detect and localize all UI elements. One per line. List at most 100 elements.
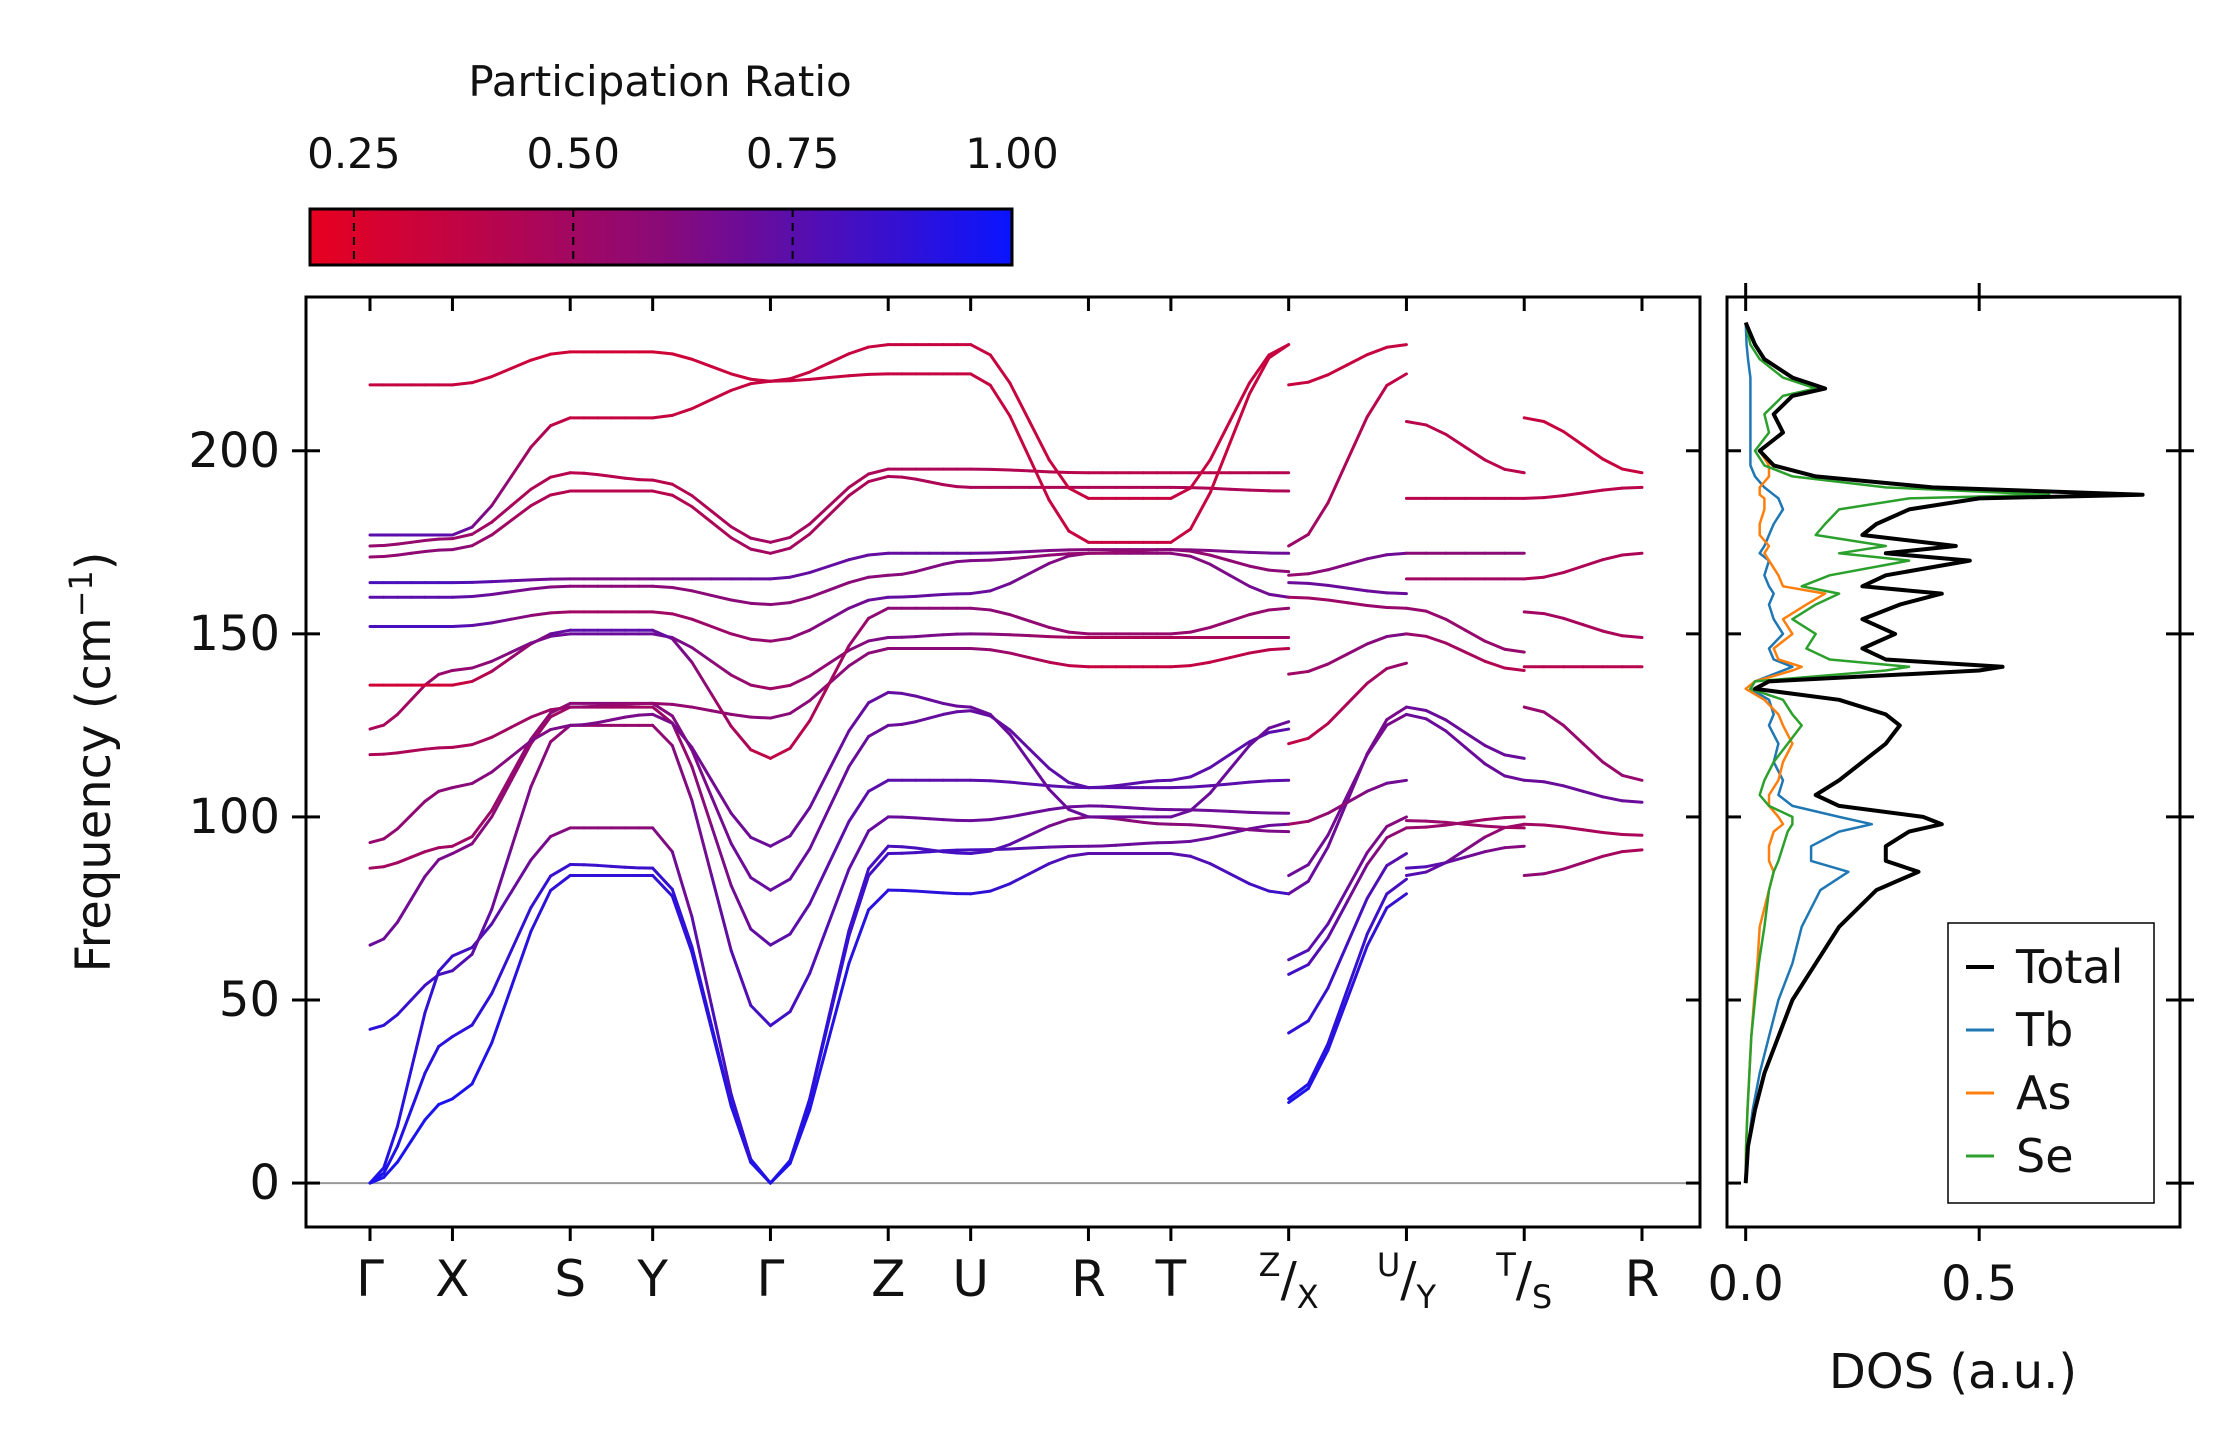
band-optic-11 [368, 474, 1291, 559]
band-segment [395, 540, 413, 546]
band-segment [1581, 789, 1605, 799]
band-segment [1483, 458, 1507, 471]
band-segment [1306, 811, 1330, 823]
band-segment [1463, 745, 1487, 766]
band-segment [808, 681, 831, 703]
band-segment [788, 532, 812, 550]
band-segment [1287, 963, 1310, 976]
band-segment [1561, 491, 1585, 498]
band-segment [509, 642, 533, 660]
band-segment [847, 908, 871, 965]
dos-x-tick-label: 0.0 [1708, 1256, 1784, 1312]
band-segment [437, 969, 454, 977]
band-segment [900, 570, 918, 576]
band-segment [651, 723, 674, 747]
band-ys-2 [1404, 844, 1526, 870]
band-segment [988, 632, 1012, 637]
y-tick-label: 100 [188, 789, 280, 845]
band-segment [1365, 723, 1389, 757]
band-xy-12 [1287, 581, 1408, 596]
band-segment [1385, 372, 1408, 387]
band-segment [847, 372, 871, 378]
k-point-label-sub: Y [1415, 1278, 1436, 1316]
band-segment [1306, 986, 1330, 1023]
band-segment [1047, 548, 1071, 553]
k-point-label: T/S [1495, 1246, 1552, 1316]
band-segment [549, 416, 572, 428]
band-segment [423, 746, 441, 751]
band-segment [1028, 553, 1051, 559]
band-segment [1561, 564, 1585, 575]
band-segment [670, 612, 694, 621]
band-segment [1326, 886, 1350, 926]
band-segment [1247, 353, 1271, 385]
band-segment [729, 884, 753, 931]
colorbar-ticks: 0.25 0.50 0.75 1.00 [307, 129, 1059, 265]
colorbar-tick-label: 0.25 [307, 129, 401, 178]
dos-legend-label: As [2016, 1066, 2071, 1120]
band-segment [549, 471, 572, 479]
y-axis-label: Frequency (cm−1) [62, 551, 122, 972]
band-segment [1542, 420, 1565, 434]
band-segment [941, 710, 959, 716]
band-segment [808, 361, 831, 374]
band-segment [729, 673, 753, 687]
band-segment [1287, 581, 1310, 585]
band-segment [423, 1102, 441, 1122]
band-segment [1028, 760, 1051, 791]
dos-series-total [1743, 321, 2145, 1184]
band-segment [1503, 753, 1526, 760]
band-segment [409, 549, 427, 555]
band-segment [490, 755, 513, 774]
band-optic-8 [368, 551, 1291, 643]
band-segment [651, 350, 674, 356]
band-xy-5 [1287, 815, 1408, 962]
band-segment [900, 888, 918, 893]
band-segment [1047, 784, 1071, 789]
band-segment [1100, 784, 1118, 789]
band-segment [509, 742, 533, 782]
band-segment [423, 858, 441, 878]
band-xy-10 [1287, 632, 1408, 676]
band-segment [1028, 656, 1051, 664]
band-segment [1463, 650, 1487, 663]
band-segment [1067, 780, 1090, 790]
band-segment [651, 584, 674, 589]
band-segment [450, 595, 474, 599]
band-segment [827, 819, 851, 865]
band-segment [1326, 800, 1350, 815]
band-segment [1287, 572, 1310, 577]
band-segment [914, 846, 931, 852]
band-xy-1 [1287, 892, 1408, 1105]
k-point-label: Z [871, 1250, 905, 1308]
band-segment [1047, 554, 1071, 565]
band-segment [1047, 766, 1071, 784]
band-segment [1444, 641, 1467, 654]
band-xy-9 [1287, 661, 1408, 746]
band-segment [768, 1010, 792, 1028]
band-segment [1141, 820, 1159, 826]
band-segment [1008, 872, 1032, 886]
band-segment [1620, 467, 1644, 475]
band-segment [409, 1071, 427, 1112]
band-segment [1404, 865, 1428, 870]
band-segment [1483, 846, 1507, 854]
band-segment [788, 719, 812, 750]
band-segment [1385, 632, 1408, 639]
band-segment [490, 617, 513, 625]
band-segment [1444, 432, 1467, 449]
band-segment [470, 375, 494, 385]
band-segment [1247, 648, 1271, 655]
band-segment [549, 826, 572, 838]
k-point-label: X [435, 1250, 469, 1308]
band-segment [423, 846, 441, 854]
band-segment [529, 493, 553, 508]
band-segment [749, 1157, 772, 1185]
band-segment [914, 716, 931, 724]
band-segment [549, 489, 572, 497]
band-segment [1463, 731, 1487, 748]
band-segment [927, 562, 945, 570]
band-segment [867, 852, 890, 878]
band-segment [1189, 548, 1212, 553]
